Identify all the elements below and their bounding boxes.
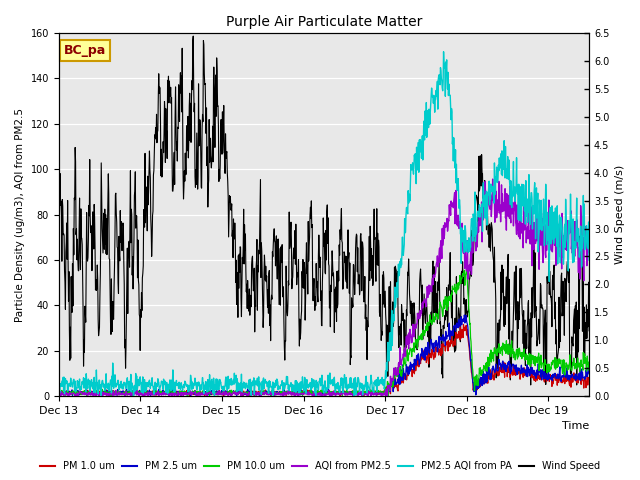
Legend: PM 1.0 um, PM 2.5 um, PM 10.0 um, AQI from PM2.5, PM2.5 AQI from PA, Wind Speed: PM 1.0 um, PM 2.5 um, PM 10.0 um, AQI fr… (36, 457, 604, 475)
Title: Purple Air Particulate Matter: Purple Air Particulate Matter (226, 15, 422, 29)
Text: BC_pa: BC_pa (64, 44, 106, 57)
Y-axis label: Particle Density (ug/m3), AQI from PM2.5: Particle Density (ug/m3), AQI from PM2.5 (15, 108, 25, 322)
Y-axis label: Wind Speed (m/s): Wind Speed (m/s) (615, 165, 625, 264)
X-axis label: Time: Time (562, 421, 589, 432)
